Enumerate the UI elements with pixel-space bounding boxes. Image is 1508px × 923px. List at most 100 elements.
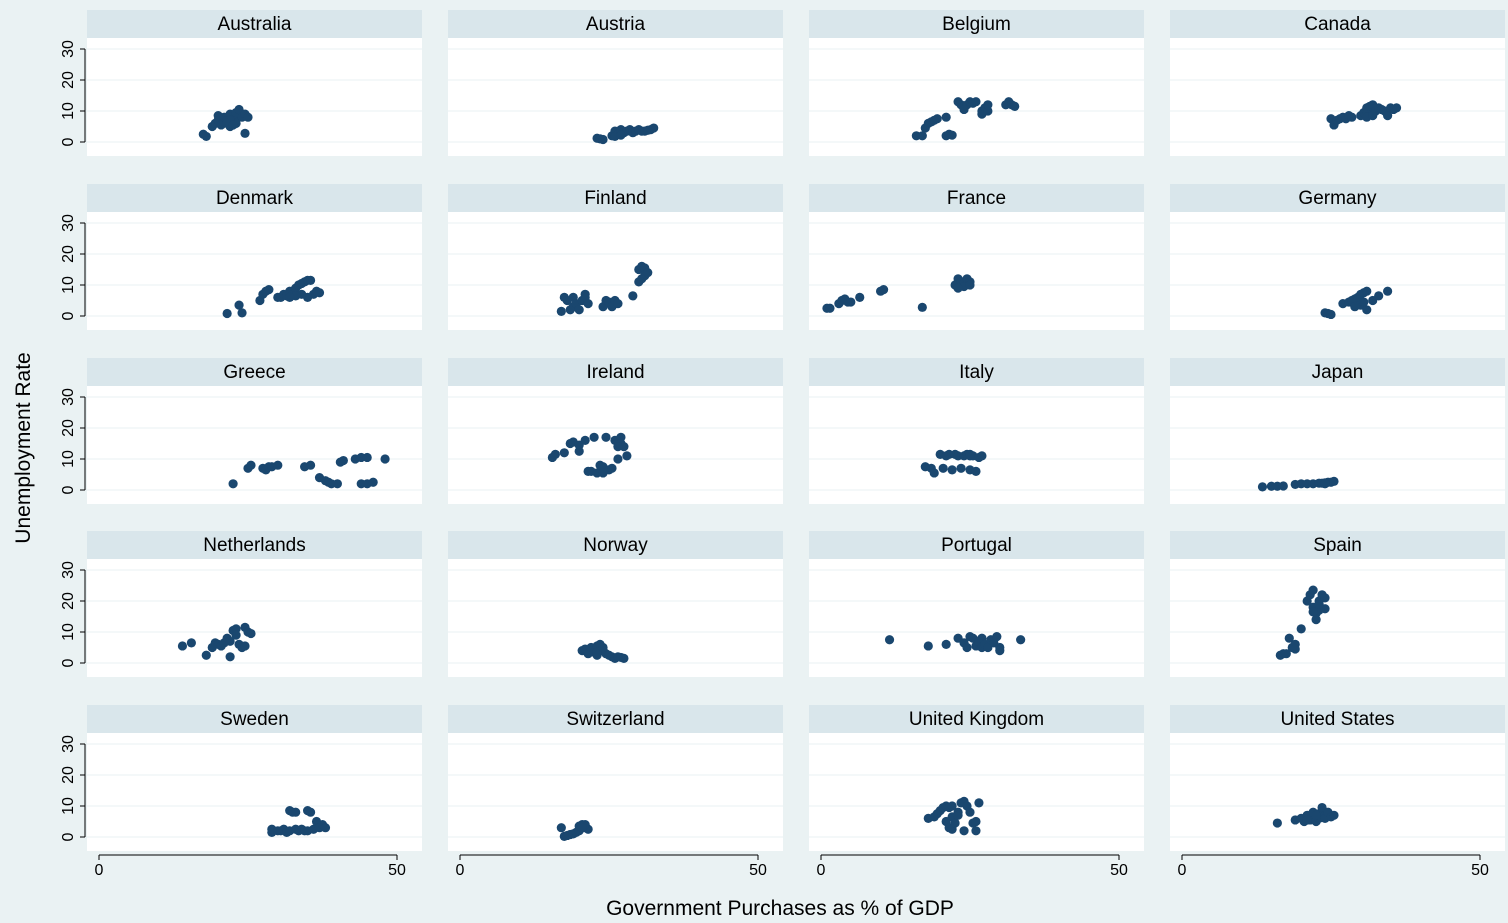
data-point bbox=[983, 100, 993, 110]
data-point bbox=[855, 292, 865, 302]
data-point bbox=[231, 630, 241, 640]
data-point bbox=[222, 308, 232, 319]
data-point bbox=[938, 463, 948, 473]
data-point bbox=[574, 305, 584, 315]
y-tick-label: 20 bbox=[60, 71, 77, 89]
data-point bbox=[959, 826, 969, 836]
y-tick-label: 10 bbox=[60, 276, 77, 294]
data-point bbox=[246, 460, 256, 470]
data-point bbox=[177, 641, 188, 651]
panel-title: Sweden bbox=[220, 709, 289, 730]
x-axis-title: Government Purchases as % of GDP bbox=[606, 897, 954, 920]
data-point bbox=[1272, 818, 1282, 828]
data-point bbox=[613, 299, 623, 309]
data-point bbox=[228, 479, 238, 489]
panel-strip bbox=[1170, 184, 1505, 212]
data-point bbox=[932, 114, 942, 124]
data-point bbox=[598, 642, 608, 653]
data-point bbox=[1257, 482, 1268, 492]
panel-title: Netherlands bbox=[203, 535, 305, 556]
data-point bbox=[303, 826, 313, 836]
y-tick-label: 20 bbox=[60, 766, 77, 784]
panel-plot-area bbox=[809, 559, 1144, 677]
data-point bbox=[186, 638, 196, 648]
y-tick-label: 0 bbox=[60, 311, 77, 320]
panel-strip bbox=[87, 531, 422, 559]
data-point bbox=[320, 823, 331, 833]
data-point bbox=[556, 306, 566, 316]
data-point bbox=[1284, 633, 1294, 643]
data-point bbox=[941, 639, 951, 650]
panel-title: Portugal bbox=[941, 535, 1012, 556]
panel: Sweden 0 10 20 30 0 50 bbox=[60, 705, 422, 879]
panel: United Kingdom 0 50 bbox=[809, 705, 1144, 879]
panel: Japan bbox=[1170, 358, 1505, 504]
data-point bbox=[1362, 286, 1372, 296]
panel-strip bbox=[809, 184, 1144, 212]
data-point bbox=[878, 285, 889, 295]
panel-strip bbox=[1170, 358, 1505, 386]
data-point bbox=[362, 452, 372, 463]
data-point bbox=[929, 468, 939, 478]
panel-plot-area bbox=[87, 38, 422, 156]
data-point bbox=[977, 451, 987, 461]
x-tick-label: 0 bbox=[1178, 862, 1187, 879]
y-axis-title: Unemployment Rate bbox=[12, 352, 35, 543]
data-point bbox=[941, 112, 951, 122]
panel: Austria bbox=[448, 10, 783, 156]
panel: Australia 0 10 20 30 bbox=[60, 10, 422, 156]
panel: Portugal bbox=[809, 531, 1144, 677]
panel-plot-area bbox=[87, 733, 422, 851]
x-tick-label: 50 bbox=[749, 862, 767, 879]
panel-strip bbox=[809, 358, 1144, 386]
data-point bbox=[314, 288, 325, 298]
data-point bbox=[237, 308, 247, 318]
data-point bbox=[1329, 810, 1339, 820]
data-point bbox=[953, 283, 963, 293]
panel-plot-area bbox=[448, 212, 783, 330]
panel-strip bbox=[448, 705, 783, 733]
data-point bbox=[965, 807, 975, 817]
panel-title: Japan bbox=[1312, 362, 1364, 383]
data-point bbox=[577, 823, 587, 833]
data-point bbox=[971, 466, 981, 476]
data-point bbox=[225, 636, 235, 646]
data-point bbox=[574, 446, 584, 456]
data-point bbox=[201, 650, 211, 660]
x-tick-label: 50 bbox=[1471, 862, 1489, 879]
data-point bbox=[285, 292, 295, 302]
data-point bbox=[995, 646, 1005, 656]
data-point bbox=[201, 131, 211, 142]
panel-strip bbox=[448, 358, 783, 386]
data-point bbox=[947, 130, 957, 140]
panel: Ireland bbox=[448, 358, 783, 504]
panel-title: Switzerland bbox=[566, 709, 664, 730]
data-point bbox=[1391, 103, 1402, 113]
y-tick-label: 30 bbox=[60, 40, 77, 58]
data-point bbox=[380, 454, 390, 464]
data-point bbox=[971, 97, 981, 107]
y-tick-label: 10 bbox=[60, 450, 77, 468]
data-point bbox=[1290, 644, 1300, 654]
panel: France bbox=[809, 184, 1144, 330]
panel-title: Greece bbox=[223, 362, 285, 383]
panel-title: Spain bbox=[1313, 535, 1362, 556]
y-tick-label: 0 bbox=[60, 137, 77, 146]
data-point bbox=[643, 268, 653, 278]
panel-title: Finland bbox=[584, 188, 646, 209]
panel: Finland bbox=[448, 184, 783, 330]
data-point bbox=[1329, 476, 1339, 486]
x-tick-label: 0 bbox=[817, 862, 826, 879]
y-tick-label: 0 bbox=[60, 658, 77, 667]
y-tick-label: 20 bbox=[60, 592, 77, 610]
panel-strip bbox=[448, 531, 783, 559]
data-point bbox=[338, 455, 348, 466]
data-point bbox=[607, 463, 617, 473]
data-point bbox=[622, 451, 632, 461]
data-point bbox=[273, 460, 283, 470]
panel: Spain bbox=[1170, 531, 1505, 677]
data-point bbox=[559, 448, 569, 458]
data-point bbox=[923, 641, 933, 651]
panel-strip bbox=[1170, 10, 1505, 38]
